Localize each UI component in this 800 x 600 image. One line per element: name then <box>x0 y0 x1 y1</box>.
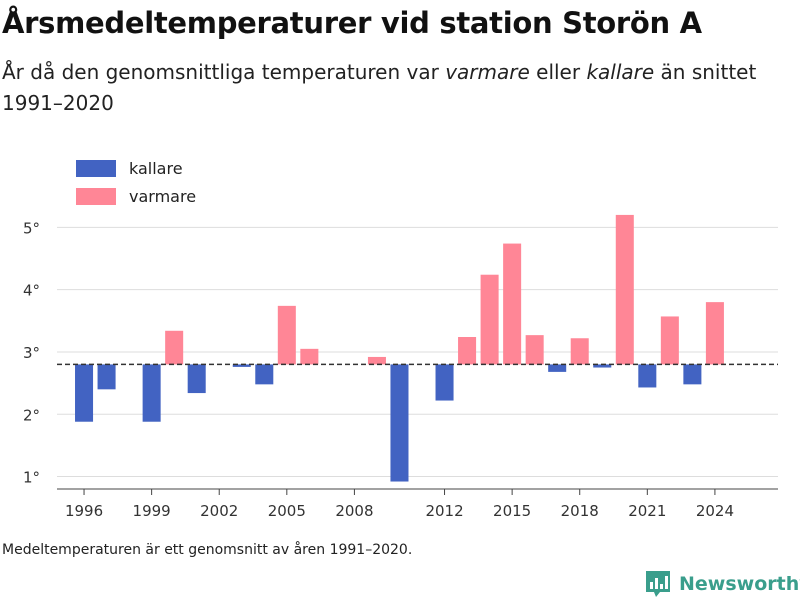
x-tick-label: 2018 <box>561 502 599 520</box>
chart-title: Årsmedeltemperaturer vid station Storön … <box>2 6 702 40</box>
bar-2006 <box>300 348 319 365</box>
bar-2009 <box>367 356 386 365</box>
y-tick-label: 3° <box>23 344 40 362</box>
bar-2023 <box>683 364 702 385</box>
subtitle-text-2: eller <box>529 60 587 84</box>
bar-2015 <box>503 243 522 365</box>
x-tick-label: 1996 <box>65 502 103 520</box>
bar-2013 <box>458 337 477 365</box>
brand-name: Newsworthy <box>679 573 800 595</box>
temperature-bar-chart: 1° 2° 3° 4° 5° 1996 1999 2002 2005 2008 2012 2015 20… <box>23 159 778 520</box>
bar-2005 <box>277 305 296 365</box>
bar-2003 <box>232 364 251 367</box>
y-tick-label: 1° <box>23 469 40 487</box>
bar-2021 <box>638 364 657 388</box>
legend-swatch-warmer <box>76 188 116 205</box>
footnote: Medeltemperaturen är ett genomsnitt av å… <box>2 542 413 558</box>
x-tick-label: 2012 <box>425 502 463 520</box>
bar-2017 <box>548 364 567 372</box>
bar-2018 <box>570 338 589 365</box>
y-tick-label: 4° <box>23 282 40 300</box>
bar-2004 <box>255 364 274 385</box>
bar-1996 <box>75 364 94 422</box>
x-tick-label: 2015 <box>493 502 531 520</box>
y-tick-label: 5° <box>23 219 40 237</box>
legend-label-colder: kallare <box>129 159 183 178</box>
legend-label-warmer: varmare <box>129 187 196 206</box>
bar-1997 <box>97 364 116 390</box>
bar-2000 <box>165 330 184 365</box>
bar-2022 <box>660 316 679 365</box>
subtitle-colder: kallare <box>586 60 655 84</box>
bar-2024 <box>705 302 724 365</box>
newsworthy-logo-icon <box>646 571 670 597</box>
bar-2001 <box>187 364 206 394</box>
subtitle-warmer: varmare <box>445 60 530 84</box>
x-tick-label: 1999 <box>133 502 171 520</box>
bar-2019 <box>593 364 612 368</box>
x-tick-label: 2024 <box>696 502 734 520</box>
bar-2020 <box>615 214 634 365</box>
chart-subtitle: År då den genomsnittliga temperaturen va… <box>2 57 792 119</box>
bar-2014 <box>480 274 499 365</box>
x-tick-label: 2008 <box>335 502 373 520</box>
x-tick-label: 2005 <box>268 502 306 520</box>
bar-2016 <box>525 335 544 365</box>
x-tick-label: 2002 <box>200 502 238 520</box>
subtitle-text-1: År då den genomsnittliga temperaturen va… <box>2 60 446 84</box>
brand: Newsworthy <box>645 570 800 598</box>
bar-2010 <box>390 364 409 482</box>
x-tick-label: 2021 <box>628 502 666 520</box>
legend-swatch-colder <box>76 160 116 177</box>
bar-1999 <box>142 364 161 422</box>
bar-2012 <box>435 364 454 401</box>
subtitle-text-3: än snittet 1991–2020 <box>2 60 757 115</box>
y-tick-label: 2° <box>23 406 40 424</box>
